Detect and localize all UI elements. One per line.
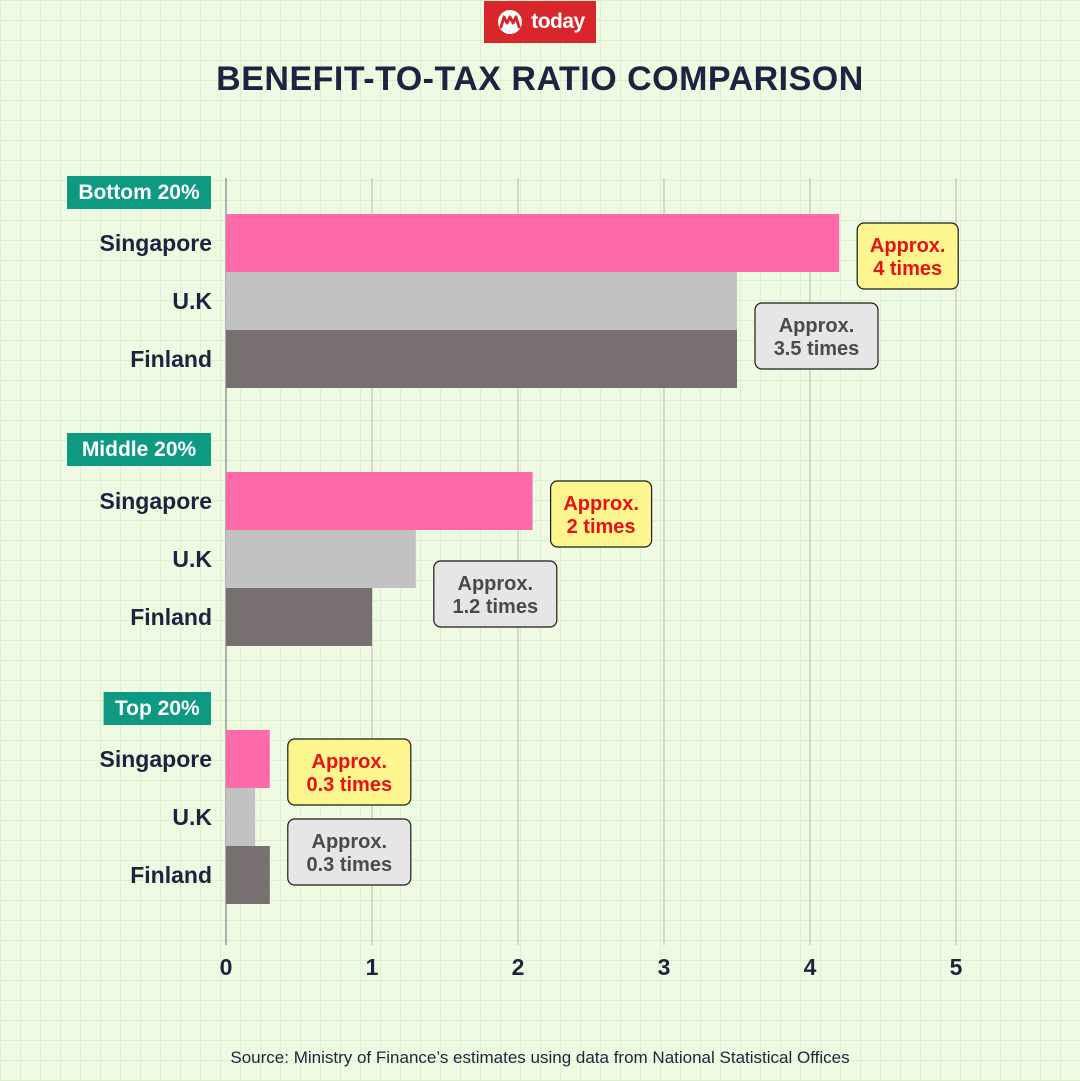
category-label: Finland <box>130 346 212 372</box>
group-label: Top 20% <box>115 697 200 720</box>
bar <box>226 788 256 846</box>
annotation-text: Approx. 2 times <box>563 493 639 538</box>
x-tick-label: 4 <box>804 954 817 980</box>
logo-mark-icon <box>498 10 523 34</box>
annotation-line: Approx. <box>870 235 946 257</box>
chart-title: BENEFIT-TO-TAX RATIO COMPARISON <box>216 60 864 98</box>
annotation-box <box>287 818 412 886</box>
annotation-text: Approx. 4 times <box>870 235 946 280</box>
annotation-line: Approx. <box>563 493 639 515</box>
category-label: Singapore <box>100 746 212 772</box>
annotation-box <box>433 560 558 628</box>
bar <box>226 472 533 530</box>
group-label: Bottom 20% <box>78 181 200 204</box>
bar <box>226 330 737 388</box>
source-note: Source: Ministry of Finance’s estimates … <box>230 1048 850 1067</box>
group-label-tag <box>103 692 211 725</box>
annotation-text: Approx. 0.3 times <box>306 831 392 876</box>
group-label-tag <box>67 176 211 209</box>
bar <box>226 272 737 330</box>
category-label: U.K <box>172 546 212 572</box>
annotation-box <box>287 738 412 806</box>
bar <box>226 588 372 646</box>
annotation-box <box>549 480 653 548</box>
bar-chart: 0 1 2 3 4 5 Bottom 20% Singapore U.K Finland Appro… <box>67 176 963 980</box>
category-label: Finland <box>130 862 212 888</box>
bar <box>226 846 270 904</box>
group-label: Middle 20% <box>82 438 197 461</box>
x-tick-label: 1 <box>366 954 379 980</box>
annotation-line: 0.3 times <box>306 854 392 876</box>
category-label: Finland <box>130 604 212 630</box>
category-label: U.K <box>172 804 212 830</box>
annotation-line: Approx. <box>458 573 534 595</box>
annotation-line: Approx. <box>312 831 388 853</box>
annotation-line: Approx. <box>312 751 388 773</box>
category-label: Singapore <box>100 230 212 256</box>
category-label: Singapore <box>100 488 212 514</box>
group-label-tag <box>67 433 211 466</box>
category-label: U.K <box>172 288 212 314</box>
annotation-line: 0.3 times <box>306 774 392 796</box>
annotation-line: Approx. <box>779 315 855 337</box>
brand-logo: today <box>484 1 596 43</box>
annotation-box <box>754 302 879 370</box>
annotation-text: Approx. 3.5 times <box>774 315 860 360</box>
annotation-text: Approx. 0.3 times <box>306 751 392 796</box>
x-tick-label: 5 <box>950 954 963 980</box>
x-tick-label: 3 <box>658 954 671 980</box>
x-tick-label: 0 <box>220 954 233 980</box>
bar <box>226 730 270 788</box>
annotation-line: 2 times <box>567 516 636 538</box>
bar <box>226 214 840 272</box>
annotation-line: 3.5 times <box>774 338 860 360</box>
annotation-text: Approx. 1.2 times <box>452 573 538 618</box>
annotation-line: 1.2 times <box>452 596 538 618</box>
annotation-box <box>856 222 959 290</box>
annotation-line: 4 times <box>873 258 942 280</box>
x-tick-label: 2 <box>512 954 525 980</box>
bar <box>226 530 416 588</box>
logo-text: today <box>531 10 585 33</box>
